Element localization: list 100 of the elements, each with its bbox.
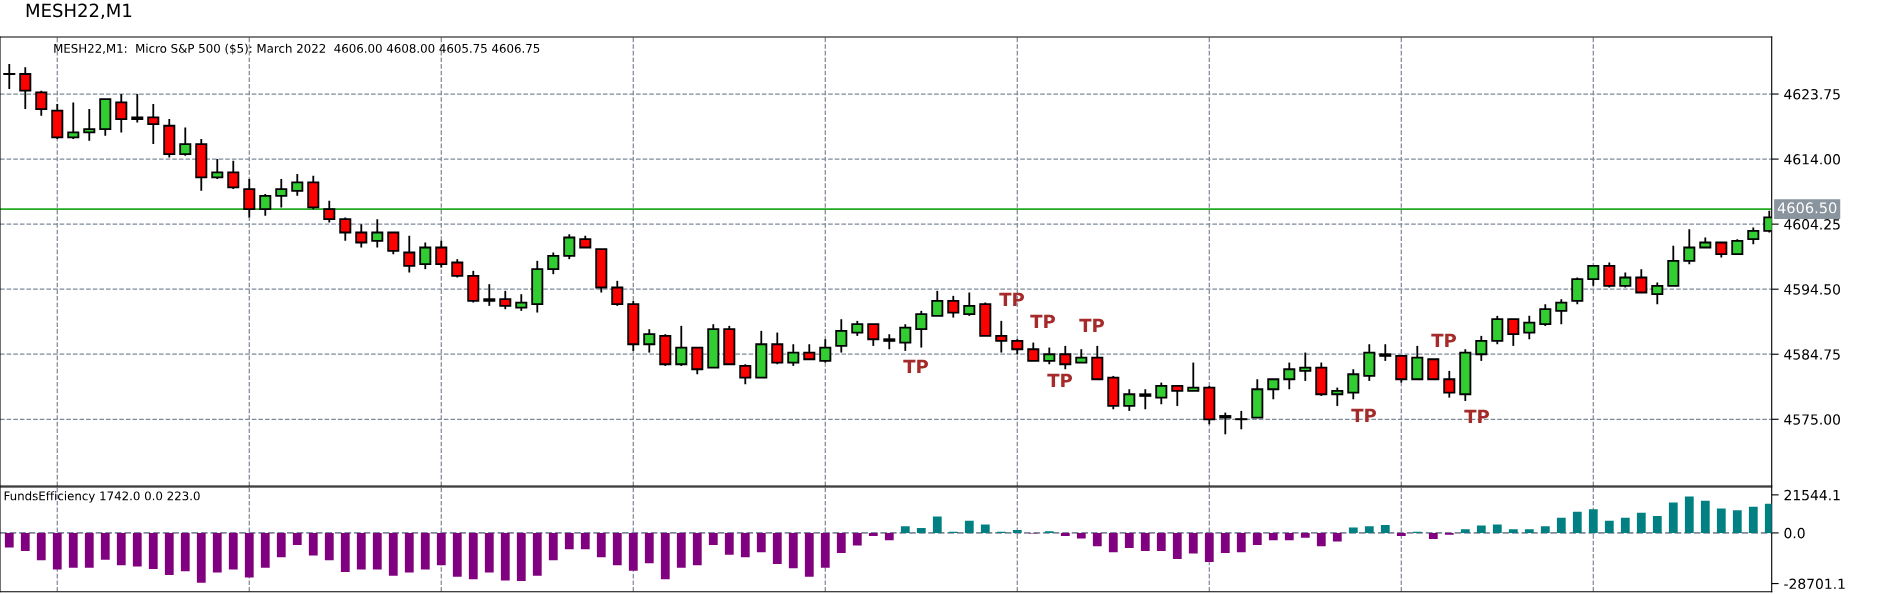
bar bbox=[340, 532, 350, 572]
annotation: TP bbox=[1047, 373, 1073, 387]
bar bbox=[1732, 510, 1742, 533]
bar bbox=[1716, 508, 1726, 533]
bar bbox=[1300, 532, 1310, 538]
candlestick bbox=[1555, 298, 1568, 326]
bar bbox=[164, 532, 174, 575]
bar bbox=[116, 532, 126, 566]
bar bbox=[356, 532, 366, 570]
bar bbox=[452, 532, 462, 577]
annotation: TP bbox=[1030, 314, 1056, 328]
candlestick bbox=[83, 108, 96, 142]
bar bbox=[676, 532, 686, 568]
y-tick-label: 4594.50 bbox=[1784, 284, 1841, 295]
bar bbox=[1700, 500, 1710, 533]
bar bbox=[1572, 511, 1582, 533]
bar bbox=[1396, 532, 1406, 536]
candlestick bbox=[67, 101, 80, 140]
bar bbox=[132, 532, 142, 567]
bar bbox=[244, 532, 254, 578]
candlestick bbox=[771, 331, 784, 366]
bar bbox=[516, 532, 526, 581]
bar bbox=[228, 532, 238, 570]
candlestick bbox=[1427, 358, 1440, 381]
candlestick bbox=[1491, 314, 1504, 346]
bar bbox=[964, 520, 974, 533]
bar bbox=[1364, 526, 1374, 533]
bar bbox=[484, 532, 494, 573]
annotation: TP bbox=[903, 359, 929, 373]
candlestick bbox=[19, 66, 32, 110]
bar bbox=[708, 532, 718, 546]
candlestick bbox=[403, 234, 416, 274]
y-tick-label: 0.0 bbox=[1784, 527, 1805, 539]
bar bbox=[1092, 532, 1102, 547]
bar bbox=[788, 532, 798, 569]
candlestick bbox=[1235, 410, 1248, 431]
bar bbox=[1284, 532, 1294, 541]
candlestick bbox=[131, 93, 144, 124]
candlestick bbox=[1283, 361, 1296, 391]
bar bbox=[1748, 506, 1758, 533]
candlestick bbox=[1219, 411, 1232, 436]
bar bbox=[916, 527, 926, 533]
candlestick bbox=[1187, 361, 1200, 392]
bar bbox=[1156, 532, 1166, 552]
candlestick bbox=[563, 233, 576, 261]
y-tick-label: 4614.00 bbox=[1784, 154, 1841, 165]
bar bbox=[580, 532, 590, 550]
candlestick bbox=[691, 346, 704, 376]
bar bbox=[1652, 515, 1662, 533]
candlestick bbox=[451, 258, 464, 279]
bar bbox=[1476, 525, 1486, 533]
candlestick bbox=[1475, 334, 1488, 362]
bar bbox=[1236, 532, 1246, 553]
candlestick bbox=[1635, 268, 1648, 294]
bar bbox=[148, 532, 158, 569]
bar bbox=[1508, 529, 1518, 533]
candlestick bbox=[899, 323, 912, 352]
bar bbox=[1348, 527, 1358, 533]
candlestick bbox=[611, 279, 624, 307]
y-tick-label: -28701.1 bbox=[1784, 578, 1845, 590]
bar bbox=[772, 532, 782, 564]
annotation: TP bbox=[1431, 333, 1457, 347]
bar bbox=[836, 532, 846, 554]
candlestick bbox=[963, 291, 976, 317]
candlestick bbox=[1443, 370, 1456, 399]
candlestick bbox=[419, 241, 432, 271]
candlestick bbox=[1123, 388, 1136, 412]
bar bbox=[468, 532, 478, 580]
bar bbox=[1620, 517, 1630, 533]
candlestick bbox=[387, 231, 400, 256]
bar bbox=[1268, 532, 1278, 541]
candlestick bbox=[259, 193, 272, 217]
candlestick bbox=[1331, 386, 1344, 407]
bar bbox=[196, 532, 206, 583]
bar bbox=[1556, 517, 1566, 533]
candlestick bbox=[819, 338, 832, 364]
candlestick bbox=[931, 289, 944, 317]
candlestick bbox=[355, 223, 368, 249]
bar bbox=[644, 532, 654, 564]
candlestick bbox=[499, 289, 512, 311]
candlestick bbox=[1363, 343, 1376, 382]
candlestick bbox=[35, 89, 48, 117]
ref-line-label: 4606.50 bbox=[1777, 202, 1837, 214]
annotation: TP bbox=[1351, 408, 1377, 422]
bar bbox=[1332, 532, 1342, 542]
candlestick bbox=[1651, 281, 1664, 306]
candlestick bbox=[1507, 318, 1520, 347]
bar bbox=[324, 532, 334, 561]
candlestick bbox=[675, 324, 688, 367]
bar bbox=[52, 532, 62, 570]
bar bbox=[884, 532, 894, 541]
candlestick bbox=[435, 239, 448, 269]
candlestick bbox=[1155, 381, 1168, 406]
candlestick bbox=[1139, 388, 1152, 411]
bar bbox=[100, 532, 110, 560]
candlestick bbox=[1587, 264, 1600, 287]
bar bbox=[1316, 532, 1326, 547]
bar bbox=[1188, 532, 1198, 554]
y-tick-label: 21544.1 bbox=[1784, 489, 1840, 501]
candlestick bbox=[1683, 228, 1696, 266]
